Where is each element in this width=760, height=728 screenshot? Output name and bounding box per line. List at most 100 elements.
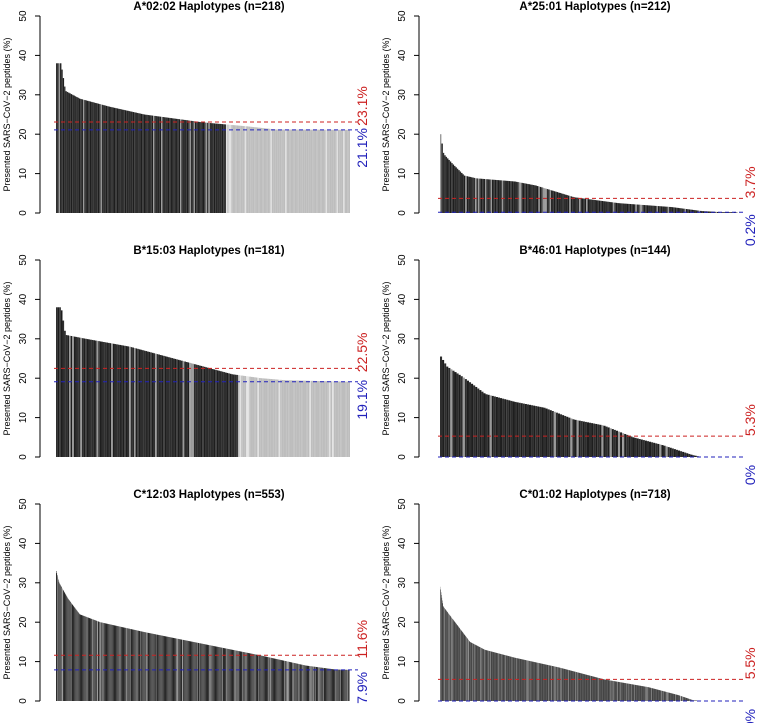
data-bar (64, 592, 65, 701)
data-bar (92, 340, 94, 457)
data-bar (88, 618, 89, 701)
data-bar (192, 364, 194, 457)
data-bar (147, 633, 148, 701)
data-bar (101, 622, 102, 701)
data-bar (321, 381, 323, 457)
data-bar (233, 650, 234, 701)
data-bar (195, 121, 196, 213)
data-bar (156, 116, 157, 213)
data-bar (163, 356, 165, 457)
data-bar (680, 451, 682, 457)
data-bar (606, 202, 607, 213)
data-bar (682, 208, 683, 213)
data-bar (316, 667, 317, 701)
data-bar (156, 635, 157, 701)
data-bar (334, 381, 336, 457)
data-bar (533, 185, 534, 213)
data-bar (72, 604, 73, 701)
data-bar (601, 425, 603, 457)
data-bar (259, 655, 260, 701)
data-bar (219, 124, 220, 213)
data-bar (695, 456, 697, 457)
data-bar (199, 643, 200, 701)
data-bar (149, 115, 150, 213)
data-bar (454, 372, 456, 457)
data-bar (184, 362, 186, 457)
data-bar (68, 599, 69, 701)
data-bar (63, 590, 64, 701)
data-bar (602, 201, 603, 213)
data-bar (321, 668, 322, 701)
data-bar (59, 63, 60, 213)
data-bar (269, 129, 270, 213)
data-bar (304, 665, 305, 701)
data-bar (124, 628, 125, 701)
data-bar (548, 190, 549, 213)
data-bar (595, 424, 597, 457)
data-bar (300, 381, 302, 457)
data-bar (231, 125, 232, 213)
data-bar (98, 621, 99, 701)
data-bar (127, 628, 128, 701)
y-tick-label: 40 (397, 293, 408, 305)
data-bar (666, 446, 668, 457)
data-bar (477, 178, 478, 213)
data-bar (107, 624, 108, 701)
chart-title: A*02:02 Haplotypes (n=218) (133, 1, 284, 13)
data-bar (481, 392, 483, 457)
data-bar (137, 349, 139, 457)
data-bar (57, 63, 58, 213)
data-bar (516, 182, 517, 213)
y-tick-label: 50 (18, 254, 29, 266)
data-bar (189, 641, 190, 701)
chart-panel-4: B*46:01 Haplotypes (n=144)Presented SARS… (381, 245, 758, 485)
data-bar (160, 117, 161, 213)
data-bar (550, 410, 552, 457)
data-bar (120, 627, 121, 701)
data-bar (186, 640, 187, 701)
data-bar (279, 660, 280, 701)
data-bar (311, 130, 312, 213)
data-bar (226, 649, 227, 701)
data-bar (289, 130, 290, 213)
data-bar (245, 652, 246, 701)
data-bar (272, 379, 274, 457)
data-bar (161, 636, 162, 701)
data-bar (328, 669, 329, 701)
y-tick-label: 40 (18, 293, 29, 305)
data-bar (537, 186, 538, 213)
data-bar (270, 658, 271, 701)
data-bar (100, 341, 102, 457)
data-bar (280, 380, 282, 457)
data-bar (224, 648, 225, 701)
data-bar (306, 381, 308, 457)
data-bar (190, 641, 191, 701)
data-bar (85, 616, 86, 701)
data-bar (583, 199, 584, 213)
data-bar (130, 629, 131, 701)
data-bar (64, 87, 65, 213)
data-bar (164, 636, 165, 701)
data-bar (241, 652, 242, 701)
data-bar (59, 582, 60, 701)
data-bar (337, 130, 338, 213)
data-bar (254, 127, 255, 213)
data-bar (345, 382, 347, 457)
data-bar (179, 360, 181, 457)
data-bar (235, 650, 236, 701)
data-bar (687, 209, 688, 213)
y-axis-label: Presented SARS−CoV−2 peptides (%) (381, 525, 391, 679)
data-bar (120, 627, 121, 701)
data-bar (455, 167, 456, 213)
data-bar (196, 642, 197, 701)
data-bar (283, 130, 284, 213)
data-bar (534, 185, 535, 213)
data-bar (682, 452, 684, 457)
data-bar (256, 655, 257, 701)
data-bar (295, 663, 296, 701)
data-bar (520, 183, 521, 213)
data-bar (527, 184, 528, 213)
data-bar (576, 198, 577, 213)
data-bar (173, 359, 175, 458)
data-bar (168, 357, 170, 457)
